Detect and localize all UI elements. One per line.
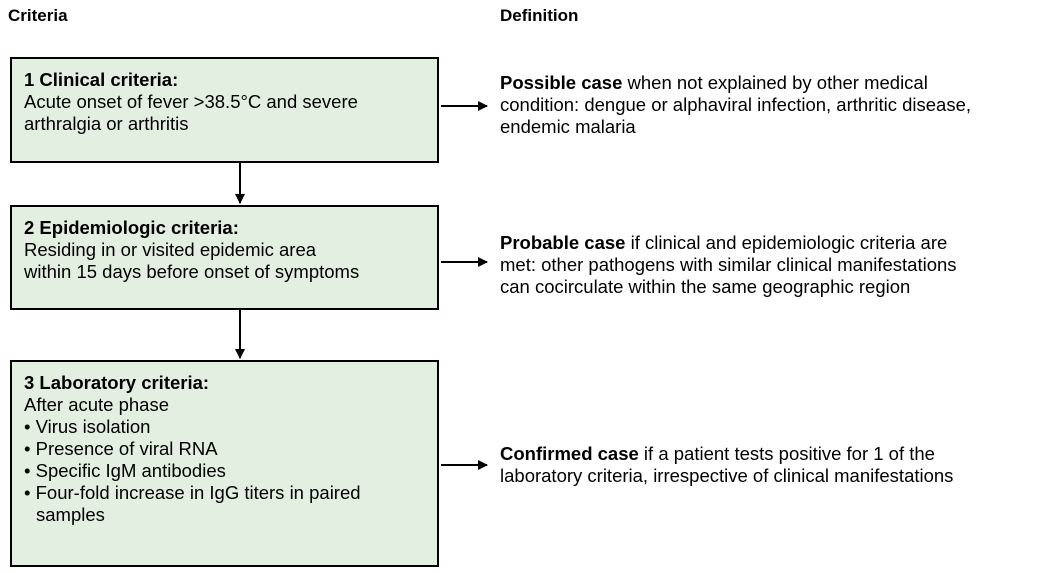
definition-text: met: other pathogens with similar clinic… — [500, 254, 957, 275]
definition-header: Definition — [500, 6, 579, 25]
bullet-item: • Four-fold increase in IgG titers in pa… — [24, 482, 361, 525]
definition-text: if a patient tests positive for 1 of the — [638, 443, 935, 464]
definition-term: Probable case — [500, 232, 626, 253]
box-title: 2 Epidemiologic criteria: — [24, 217, 239, 238]
confirmed-case-definition: Confirmed case if a patient tests positi… — [500, 443, 1061, 487]
probable-case-definition: Probable case if clinical and epidemiolo… — [500, 232, 1061, 298]
definition-text: endemic malaria — [500, 116, 636, 137]
definition-text: laboratory criteria, irrespective of cli… — [500, 465, 954, 486]
definition-text: when not explained by other medical — [622, 72, 928, 93]
bullet-item: • Specific IgM antibodies — [24, 460, 226, 481]
box-text-line: within 15 days before onset of symptoms — [24, 261, 360, 282]
box-text-line: arthralgia or arthritis — [24, 113, 189, 134]
definition-text: if clinical and epidemiologic criteria a… — [625, 232, 948, 253]
bullet-item: • Presence of viral RNA — [24, 438, 218, 459]
box-text-line: Residing in or visited epidemic area — [24, 239, 317, 260]
clinical-criteria-box: 1 Clinical criteria: Acute onset of feve… — [10, 57, 439, 163]
definition-term: Possible case — [500, 72, 623, 93]
epidemiologic-criteria-box: 2 Epidemiologic criteria: Residing in or… — [10, 205, 439, 310]
definition-term: Confirmed case — [500, 443, 639, 464]
box-text-line: Acute onset of fever >38.5°C and severe — [24, 91, 358, 112]
box-text-line: After acute phase — [24, 394, 170, 415]
laboratory-criteria-box: 3 Laboratory criteria: After acute phase… — [10, 360, 439, 567]
possible-case-definition: Possible case when not explained by othe… — [500, 72, 1061, 138]
bullet-item: • Virus isolation — [24, 416, 151, 437]
definition-text: condition: dengue or alphaviral infectio… — [500, 94, 972, 115]
definition-text: can cocirculate within the same geograph… — [500, 276, 911, 297]
criteria-header: Criteria — [8, 6, 68, 25]
box-title: 1 Clinical criteria: — [24, 69, 179, 90]
box-title: 3 Laboratory criteria: — [24, 372, 210, 393]
